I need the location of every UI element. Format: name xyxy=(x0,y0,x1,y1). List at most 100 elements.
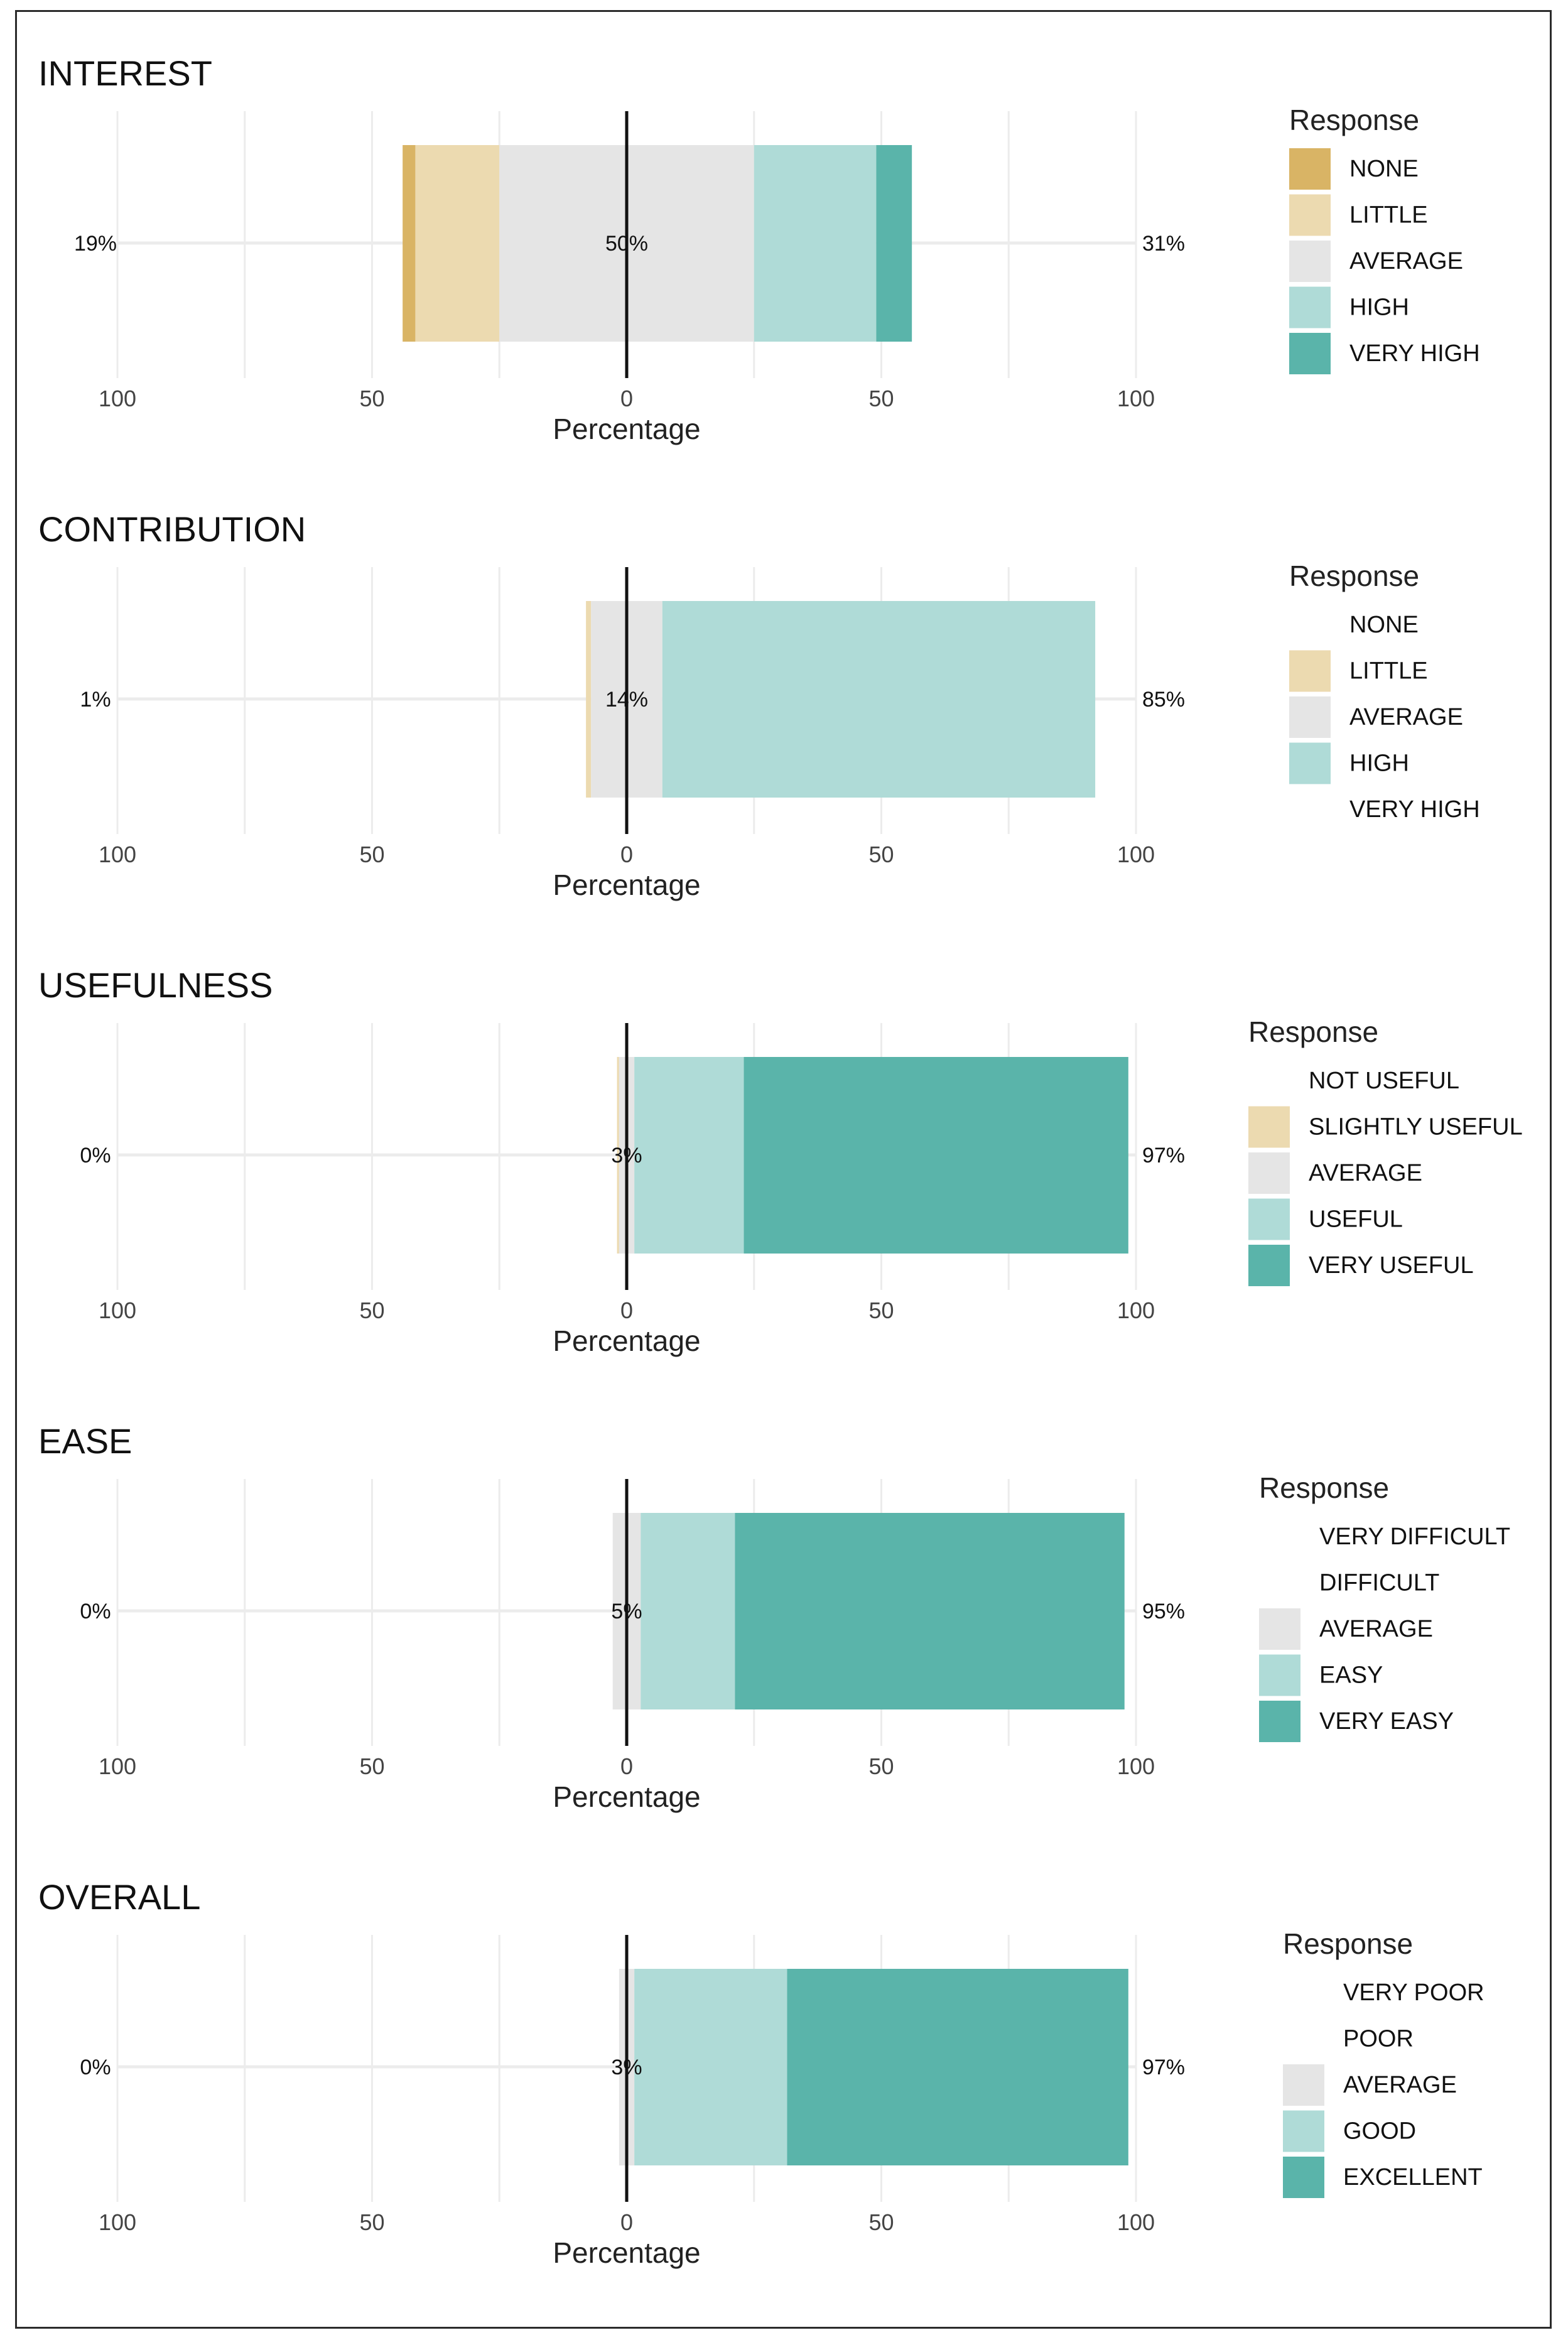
x-tick-label: 0 xyxy=(620,842,633,867)
low-percent-label: 0% xyxy=(80,2056,111,2079)
legend-key-average xyxy=(1248,1152,1290,1194)
high-percent-label: 95% xyxy=(1142,1600,1185,1623)
panel-title: OVERALL xyxy=(38,1877,200,1917)
legend-key-little xyxy=(1289,194,1331,236)
legend-label: NONE xyxy=(1349,156,1419,182)
legend-key-useful xyxy=(1248,1198,1290,1240)
low-percent-label: 0% xyxy=(80,1600,111,1623)
x-tick-label: 100 xyxy=(1117,386,1155,411)
x-tick-label: 100 xyxy=(1117,1297,1155,1323)
x-tick-label: 0 xyxy=(620,2209,633,2235)
figure-frame: INTEREST 19% 50% 31% 100 50 0 50 100 Percentage Re… xyxy=(15,10,1552,2329)
legend-label: NOT USEFUL xyxy=(1309,1068,1459,1094)
x-tick-label: 100 xyxy=(1117,842,1155,867)
low-percent-label: 0% xyxy=(80,1144,111,1167)
legend-label: GOOD xyxy=(1343,2118,1416,2145)
low-percent-label: 19% xyxy=(74,232,117,256)
bar-segment-very-high xyxy=(876,145,912,342)
legend-label: DIFFICULT xyxy=(1319,1570,1439,1596)
legend-label: EXCELLENT xyxy=(1343,2164,1483,2191)
neutral-percent-label: 3% xyxy=(611,1144,642,1167)
legend-label: VERY HIGH xyxy=(1349,340,1480,367)
x-tick-label: 100 xyxy=(1117,1753,1155,1779)
x-axis-label: Percentage xyxy=(553,2236,700,2269)
legend-label: EASY xyxy=(1319,1662,1383,1689)
bar-segment-very-useful xyxy=(743,1057,1128,1254)
panel-title: USEFULNESS xyxy=(38,965,273,1005)
legend-key-excellent xyxy=(1283,2157,1324,2198)
neutral-percent-label: 3% xyxy=(611,2056,642,2079)
x-tick-label: 50 xyxy=(359,1753,384,1779)
legend-key-very-easy xyxy=(1259,1701,1300,1742)
bar-segment-excellent xyxy=(787,1969,1128,2165)
panel-title: INTEREST xyxy=(38,53,212,93)
neutral-percent-label: 50% xyxy=(605,232,648,256)
legend-label: VERY EASY xyxy=(1319,1708,1454,1735)
legend-label: NONE xyxy=(1349,612,1419,638)
x-tick-label: 50 xyxy=(868,842,894,867)
bar-segment-good xyxy=(634,1969,787,2165)
panel-title: CONTRIBUTION xyxy=(38,509,306,549)
legend-key-average xyxy=(1289,241,1331,282)
legend-key-easy xyxy=(1259,1654,1300,1696)
legend-key-average xyxy=(1289,696,1331,738)
legend-label: AVERAGE xyxy=(1343,2072,1457,2098)
x-tick-label: 0 xyxy=(620,1753,633,1779)
x-tick-label: 50 xyxy=(359,386,384,411)
low-percent-label: 1% xyxy=(80,688,111,712)
legend-title: Response xyxy=(1289,104,1419,136)
x-tick-label: 100 xyxy=(99,386,136,411)
x-tick-label: 50 xyxy=(359,1297,384,1323)
high-percent-label: 97% xyxy=(1142,1144,1185,1167)
bar-segment-easy xyxy=(641,1513,735,1709)
neutral-percent-label: 14% xyxy=(605,688,648,712)
legend-label: AVERAGE xyxy=(1319,1616,1433,1642)
legend-title: Response xyxy=(1248,1016,1378,1048)
legend-key-slightly-useful xyxy=(1248,1106,1290,1148)
x-tick-label: 50 xyxy=(868,386,894,411)
bar-segment-slightly-useful xyxy=(617,1057,619,1254)
x-tick-label: 50 xyxy=(868,1753,894,1779)
x-tick-label: 50 xyxy=(359,842,384,867)
legend-label: VERY HIGH xyxy=(1349,796,1480,823)
legend-key-high xyxy=(1289,742,1331,784)
x-tick-label: 100 xyxy=(99,2209,136,2235)
x-tick-label: 50 xyxy=(868,2209,894,2235)
x-tick-label: 100 xyxy=(99,1297,136,1323)
legend-title: Response xyxy=(1259,1471,1389,1504)
neutral-percent-label: 5% xyxy=(611,1600,642,1623)
likert-charts: INTEREST 19% 50% 31% 100 50 0 50 100 Percentage Re… xyxy=(38,53,1523,2269)
x-tick-label: 100 xyxy=(99,842,136,867)
legend-label: SLIGHTLY USEFUL xyxy=(1309,1114,1523,1140)
x-axis-label: Percentage xyxy=(553,413,700,445)
legend-key-good xyxy=(1283,2110,1324,2152)
bar-segment-little xyxy=(586,601,592,798)
x-tick-label: 0 xyxy=(620,386,633,411)
legend-label: LITTLE xyxy=(1349,202,1428,229)
legend-key-high xyxy=(1289,286,1331,328)
legend-key-average xyxy=(1259,1608,1300,1650)
x-axis-label: Percentage xyxy=(553,869,700,901)
high-percent-label: 85% xyxy=(1142,688,1185,712)
bar-segment-high xyxy=(754,145,877,342)
legend-label: LITTLE xyxy=(1349,658,1428,685)
legend-label: AVERAGE xyxy=(1309,1160,1422,1186)
legend-label: POOR xyxy=(1343,2026,1414,2052)
x-tick-label: 100 xyxy=(99,1753,136,1779)
x-axis-label: Percentage xyxy=(553,1324,700,1357)
legend-key-average xyxy=(1283,2064,1324,2106)
bar-segment-little xyxy=(415,145,500,342)
legend-label: AVERAGE xyxy=(1349,704,1463,730)
legend-key-very-useful xyxy=(1248,1245,1290,1286)
legend-key-little xyxy=(1289,650,1331,692)
legend-label: VERY USEFUL xyxy=(1309,1252,1474,1279)
legend-label: HIGH xyxy=(1349,750,1409,777)
x-tick-label: 0 xyxy=(620,1297,633,1323)
legend-label: AVERAGE xyxy=(1349,248,1463,274)
x-tick-label: 50 xyxy=(359,2209,384,2235)
bar-segment-high xyxy=(662,601,1096,798)
legend-label: VERY POOR xyxy=(1343,1980,1484,2006)
x-tick-label: 50 xyxy=(868,1297,894,1323)
legend-title: Response xyxy=(1283,1927,1413,1960)
legend-label: VERY DIFFICULT xyxy=(1319,1524,1510,1550)
